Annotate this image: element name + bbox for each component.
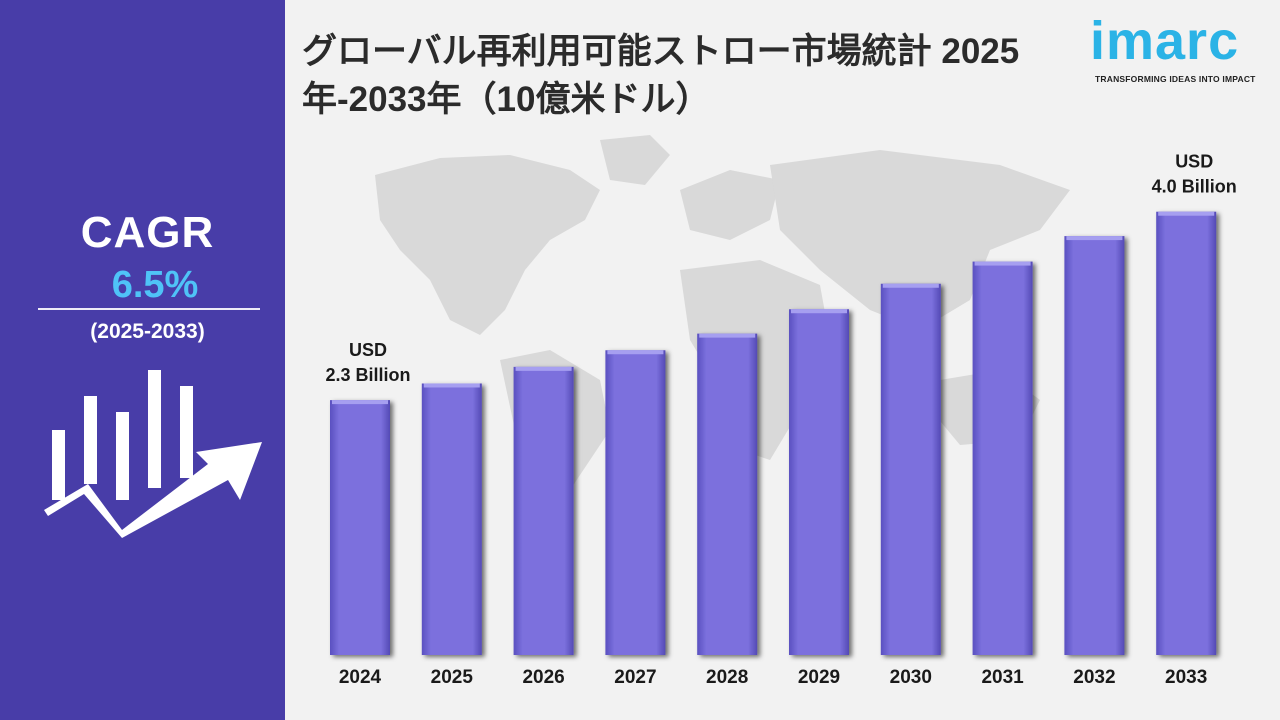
x-tick-label: 2029 [798, 667, 840, 688]
bar-top-highlight [332, 400, 388, 405]
data-label: USD [1175, 152, 1213, 172]
cagr-period: (2025-2033) [90, 320, 205, 343]
bar-top-highlight [699, 333, 756, 338]
x-tick-label: 2030 [890, 667, 932, 688]
growth-chart-arrow-icon [44, 370, 262, 538]
bar-2029 [789, 309, 849, 655]
bar-2032 [1064, 236, 1125, 656]
logo-tagline: TRANSFORMING IDEAS INTO IMPACT [1095, 74, 1256, 84]
bar-top-highlight [1158, 211, 1215, 216]
bar-2027 [605, 350, 666, 655]
data-label: USD [349, 340, 387, 360]
divider [38, 308, 260, 310]
bar-2033 [1156, 211, 1217, 656]
bar-top-highlight [791, 309, 847, 314]
bar-top-highlight [607, 350, 664, 355]
imarc-logo: imarc TRANSFORMING IDEAS INTO IMPACT [1090, 10, 1270, 90]
cagr-sidebar: CAGR 6.5% (2025-2033) [0, 0, 285, 720]
x-tick-label: 2028 [706, 667, 748, 688]
bar-2025 [421, 383, 482, 655]
bar-2028 [697, 333, 758, 655]
logo-wordmark: imarc [1090, 11, 1240, 71]
cagr-value: 6.5% [111, 264, 199, 306]
x-tick-label: 2024 [339, 667, 382, 688]
data-label: 2.3 Billion [325, 365, 410, 385]
data-label: 4.0 Billion [1152, 177, 1237, 197]
bar-2024 [330, 400, 390, 655]
x-tick-label: 2027 [614, 667, 656, 688]
bar-top-highlight [423, 383, 480, 388]
x-tick-label: 2031 [981, 667, 1024, 688]
bar-2031 [972, 261, 1033, 655]
bar-2030 [880, 283, 941, 655]
page-title: グローバル再利用可能ストロー市場統計 2025年-2033年（10億米ドル） [302, 32, 1020, 119]
x-tick-label: 2025 [431, 667, 474, 688]
cagr-label: CAGR [80, 208, 215, 257]
bar-top-highlight [1066, 236, 1123, 241]
x-tick-label: 2026 [522, 667, 564, 688]
x-tick-label: 2033 [1165, 667, 1207, 688]
bar-top-highlight [974, 261, 1031, 266]
bar-top-highlight [882, 283, 939, 288]
bar-top-highlight [515, 366, 572, 371]
bar-2026 [513, 366, 574, 655]
x-tick-label: 2032 [1073, 667, 1115, 688]
